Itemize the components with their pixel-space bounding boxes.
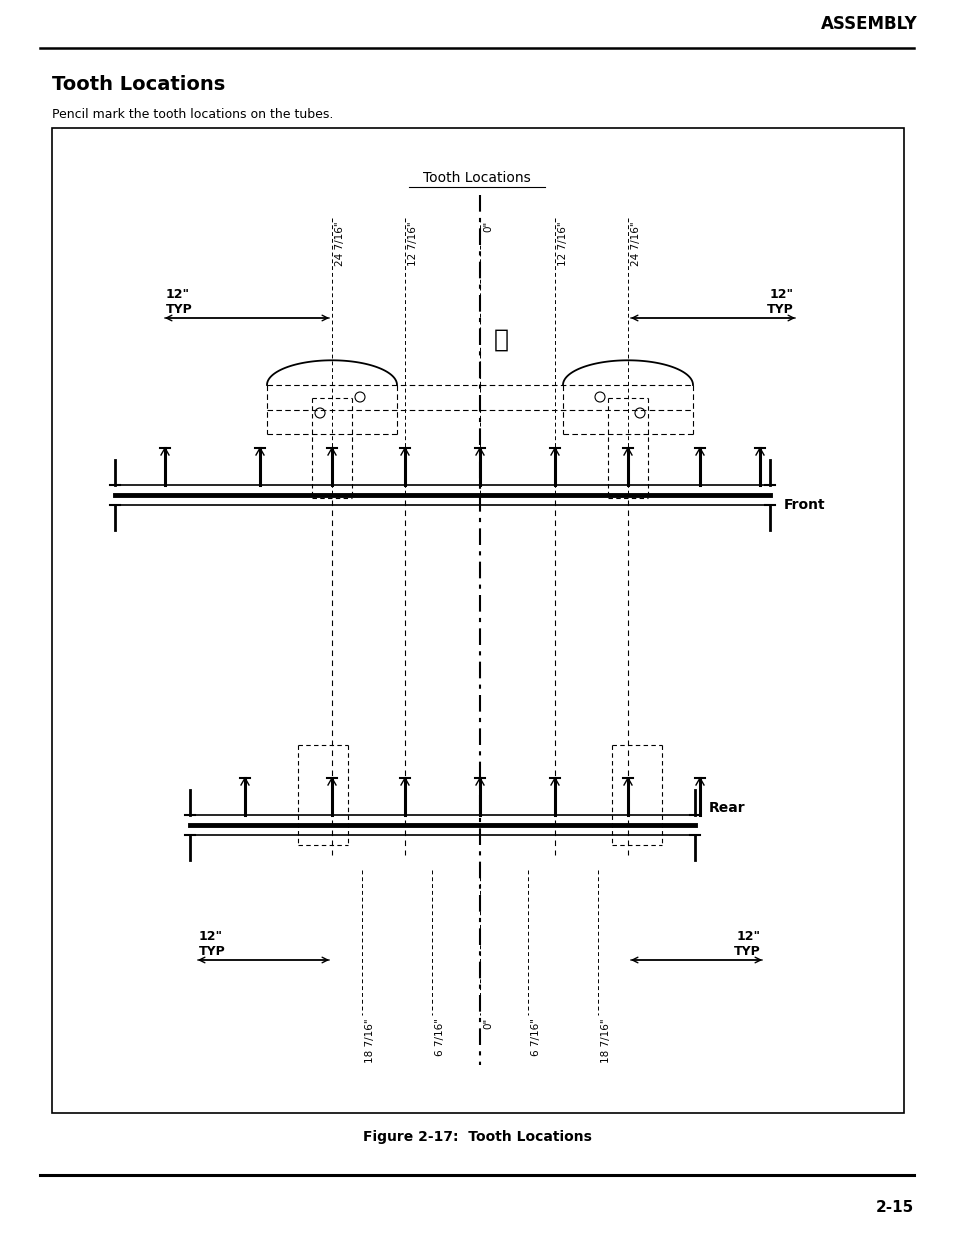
Text: Front: Front xyxy=(783,498,824,513)
Text: 6 7/16": 6 7/16" xyxy=(531,1018,540,1056)
Text: ℄: ℄ xyxy=(494,329,509,352)
Text: 24 7/16": 24 7/16" xyxy=(630,221,640,266)
Text: 2-15: 2-15 xyxy=(875,1200,913,1215)
Text: 12 7/16": 12 7/16" xyxy=(558,221,567,266)
Text: 24 7/16": 24 7/16" xyxy=(335,221,345,266)
Text: ASSEMBLY: ASSEMBLY xyxy=(821,15,917,33)
Text: 0": 0" xyxy=(482,1018,493,1029)
Text: 6 7/16": 6 7/16" xyxy=(435,1018,444,1056)
Bar xyxy=(52,128,903,1113)
Text: Pencil mark the tooth locations on the tubes.: Pencil mark the tooth locations on the t… xyxy=(52,107,333,121)
Text: Tooth Locations: Tooth Locations xyxy=(52,75,225,94)
Text: 18 7/16": 18 7/16" xyxy=(600,1018,610,1062)
Text: Tooth Locations: Tooth Locations xyxy=(423,170,530,185)
Text: 12 7/16": 12 7/16" xyxy=(408,221,417,266)
Text: 18 7/16": 18 7/16" xyxy=(365,1018,375,1062)
Text: 12"
TYP: 12" TYP xyxy=(199,930,226,958)
Text: Rear: Rear xyxy=(708,802,745,815)
Text: 12"
TYP: 12" TYP xyxy=(166,288,193,316)
Text: 12"
TYP: 12" TYP xyxy=(734,930,760,958)
Text: 0": 0" xyxy=(482,221,493,232)
Text: Figure 2-17:  Tooth Locations: Figure 2-17: Tooth Locations xyxy=(362,1130,591,1144)
Text: 12"
TYP: 12" TYP xyxy=(766,288,793,316)
